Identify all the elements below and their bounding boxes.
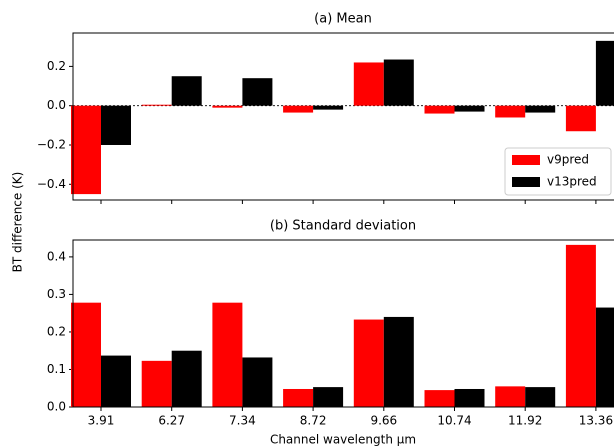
bar xyxy=(454,105,485,112)
chart-title: (a) Mean xyxy=(314,12,372,27)
bar xyxy=(565,244,596,407)
bar xyxy=(525,387,556,407)
bar xyxy=(313,387,344,407)
bar xyxy=(424,105,455,114)
bar xyxy=(171,350,202,407)
bar xyxy=(212,302,243,407)
bar xyxy=(353,62,384,106)
bar xyxy=(171,76,202,106)
x-tick-label: 10.74 xyxy=(437,414,471,428)
bar xyxy=(101,105,131,145)
x-tick-label: 3.91 xyxy=(88,414,115,428)
y-tick-label: 0.2 xyxy=(47,324,66,338)
y-tick-label: 0.0 xyxy=(47,400,66,414)
axes-frame xyxy=(72,239,614,408)
bar xyxy=(242,357,273,407)
x-tick-label: 11.92 xyxy=(508,414,542,428)
y-axis-label: BT difference (K) xyxy=(11,172,25,273)
legend-label: v9pred xyxy=(547,153,589,167)
x-axis-label: Channel wavelength μm xyxy=(270,433,416,447)
bar xyxy=(212,105,243,108)
bar xyxy=(283,388,314,407)
legend-swatch xyxy=(512,155,540,165)
y-tick-label: 0.3 xyxy=(47,287,66,301)
bar xyxy=(141,104,172,106)
bar xyxy=(71,105,101,195)
bar xyxy=(495,105,526,118)
y-tick-label: 0.0 xyxy=(47,98,66,112)
chart-title: (b) Standard deviation xyxy=(270,219,416,234)
bar xyxy=(141,360,172,407)
x-tick-label: 13.36 xyxy=(579,414,613,428)
bar xyxy=(525,105,556,113)
bar xyxy=(495,386,526,407)
bar xyxy=(454,388,485,407)
bar xyxy=(383,59,414,106)
bar xyxy=(313,105,344,110)
legend-label: v13pred xyxy=(547,175,597,189)
x-tick-label: 6.27 xyxy=(158,414,185,428)
bar xyxy=(565,105,596,132)
y-tick-label: −0.2 xyxy=(37,137,66,151)
y-tick-label: 0.1 xyxy=(47,362,66,376)
x-tick-label: 8.72 xyxy=(300,414,327,428)
bar xyxy=(101,355,131,407)
bar xyxy=(353,319,384,407)
bar xyxy=(595,40,614,106)
bar xyxy=(383,316,414,407)
bar xyxy=(424,390,455,407)
bar xyxy=(71,302,101,407)
x-tick-label: 9.66 xyxy=(370,414,397,428)
y-tick-label: −0.4 xyxy=(37,177,66,191)
y-tick-label: 0.2 xyxy=(47,59,66,73)
bar xyxy=(595,307,614,407)
bar xyxy=(283,105,314,113)
x-tick-label: 7.34 xyxy=(229,414,256,428)
y-tick-label: 0.4 xyxy=(47,249,66,263)
bar xyxy=(242,78,273,106)
legend-swatch xyxy=(512,177,540,187)
axes-frame xyxy=(72,32,614,201)
